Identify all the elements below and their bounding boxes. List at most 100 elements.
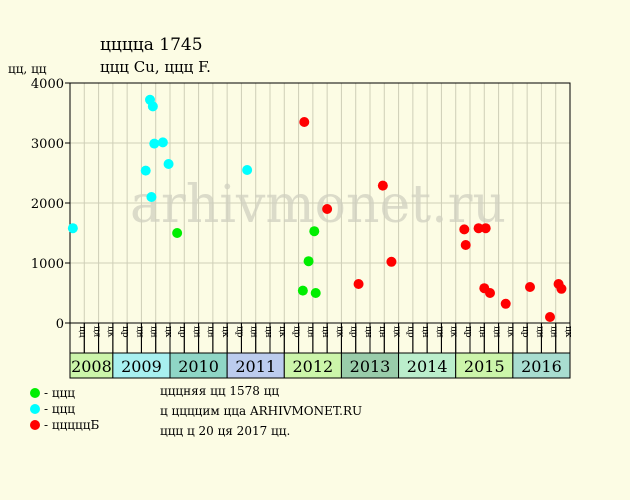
month-label: цн xyxy=(206,326,216,338)
legend-item: - цццццБ xyxy=(30,418,99,432)
month-label: цр xyxy=(120,326,130,338)
data-point xyxy=(480,223,491,234)
year-label: 2008 xyxy=(71,357,112,376)
month-label: цр xyxy=(234,326,244,338)
month-label: цр xyxy=(520,326,530,338)
data-point xyxy=(545,312,555,322)
year-label: 2013 xyxy=(350,357,391,376)
month-label: цн xyxy=(434,326,444,338)
watermark: arhivmonet.ru xyxy=(130,175,506,235)
month-label: цк xyxy=(106,326,116,338)
month-label: цк xyxy=(220,326,230,338)
data-point xyxy=(299,117,310,127)
data-point xyxy=(460,240,471,250)
data-point xyxy=(172,228,183,238)
year-band xyxy=(455,352,514,379)
year-label: 2015 xyxy=(464,357,505,376)
legend-label: - ццц xyxy=(44,402,76,416)
month-cell xyxy=(555,322,571,354)
y-tick-label: 2000 xyxy=(31,197,64,212)
month-label: цн xyxy=(263,326,273,338)
year-band xyxy=(112,352,171,379)
data-point xyxy=(309,226,320,237)
month-label: цц xyxy=(77,326,87,338)
month-label: цк xyxy=(563,326,573,338)
data-point xyxy=(353,279,364,289)
y-tick-label: 1000 xyxy=(31,257,64,272)
month-label: цк xyxy=(277,326,287,338)
data-point xyxy=(459,224,470,235)
info-date: ццц ц 20 ця 2017 цц. xyxy=(160,424,291,438)
legend-label: - цццццБ xyxy=(44,418,100,432)
chart-subtitle: ццц Cu, ццц F. xyxy=(100,58,211,76)
legend-item: - ццц xyxy=(30,402,75,416)
month-label: цк xyxy=(449,326,459,338)
month-label: цк xyxy=(334,326,344,338)
month-label: цн xyxy=(420,326,430,338)
year-band xyxy=(398,352,457,379)
legend-marker xyxy=(30,404,40,414)
y-tick-label: 3000 xyxy=(31,137,64,152)
month-label: цк xyxy=(163,326,173,338)
year-band xyxy=(512,352,571,379)
month-label: цк xyxy=(391,326,401,338)
info-average-price: цццняя цц 1578 цц xyxy=(160,384,280,398)
month-label: цн xyxy=(377,326,387,338)
data-point xyxy=(67,223,78,234)
month-label: цр xyxy=(406,326,416,338)
month-label: цн xyxy=(534,326,544,338)
year-label: 2012 xyxy=(292,357,333,376)
month-label: ця xyxy=(91,326,101,338)
data-point xyxy=(386,256,397,267)
month-label: цн xyxy=(134,326,144,338)
data-point xyxy=(242,165,253,175)
month-label: цр xyxy=(463,326,473,338)
year-band xyxy=(283,352,342,379)
data-point xyxy=(377,180,388,191)
data-point xyxy=(147,101,158,112)
month-label: цр xyxy=(349,326,359,338)
year-label: 2014 xyxy=(407,357,448,376)
info-source: ц ццццим цца ARHIVMONET.RU xyxy=(160,404,363,418)
legend-label: - ццц xyxy=(44,386,76,400)
data-point xyxy=(525,282,535,292)
legend-marker xyxy=(30,388,40,398)
year-label: 2016 xyxy=(521,357,562,376)
data-point xyxy=(310,288,321,298)
data-point xyxy=(556,283,567,294)
data-point xyxy=(500,298,511,309)
month-label: цн xyxy=(363,326,373,338)
data-point xyxy=(303,256,314,267)
y-tick-label: 4000 xyxy=(31,77,64,92)
month-label: цн xyxy=(549,326,559,338)
data-point xyxy=(473,223,484,234)
month-label: цн xyxy=(249,326,259,338)
chart-title: цццца 1745 xyxy=(100,35,203,55)
data-point xyxy=(485,288,495,298)
data-point xyxy=(140,165,151,176)
month-label: цн xyxy=(320,326,330,338)
data-point xyxy=(297,285,308,296)
month-label: цр xyxy=(177,326,187,338)
data-point xyxy=(149,138,160,149)
year-label: 2009 xyxy=(121,357,162,376)
month-label: цн xyxy=(491,326,501,338)
month-label: цр xyxy=(291,326,301,338)
data-point xyxy=(157,137,168,148)
y-axis-unit: цц, цц xyxy=(8,62,47,76)
month-label: цн xyxy=(149,326,159,338)
month-label: цн xyxy=(191,326,201,338)
legend-item: - ццц xyxy=(30,386,75,400)
year-label: 2010 xyxy=(178,357,219,376)
data-point xyxy=(322,204,333,214)
y-tick-label: 0 xyxy=(56,317,64,332)
data-point xyxy=(146,192,157,202)
month-label: цк xyxy=(506,326,516,338)
legend-marker xyxy=(30,420,40,430)
year-label: 2011 xyxy=(235,357,276,376)
month-label: цн xyxy=(477,326,487,338)
month-label: цн xyxy=(306,326,316,338)
data-point xyxy=(163,159,174,169)
